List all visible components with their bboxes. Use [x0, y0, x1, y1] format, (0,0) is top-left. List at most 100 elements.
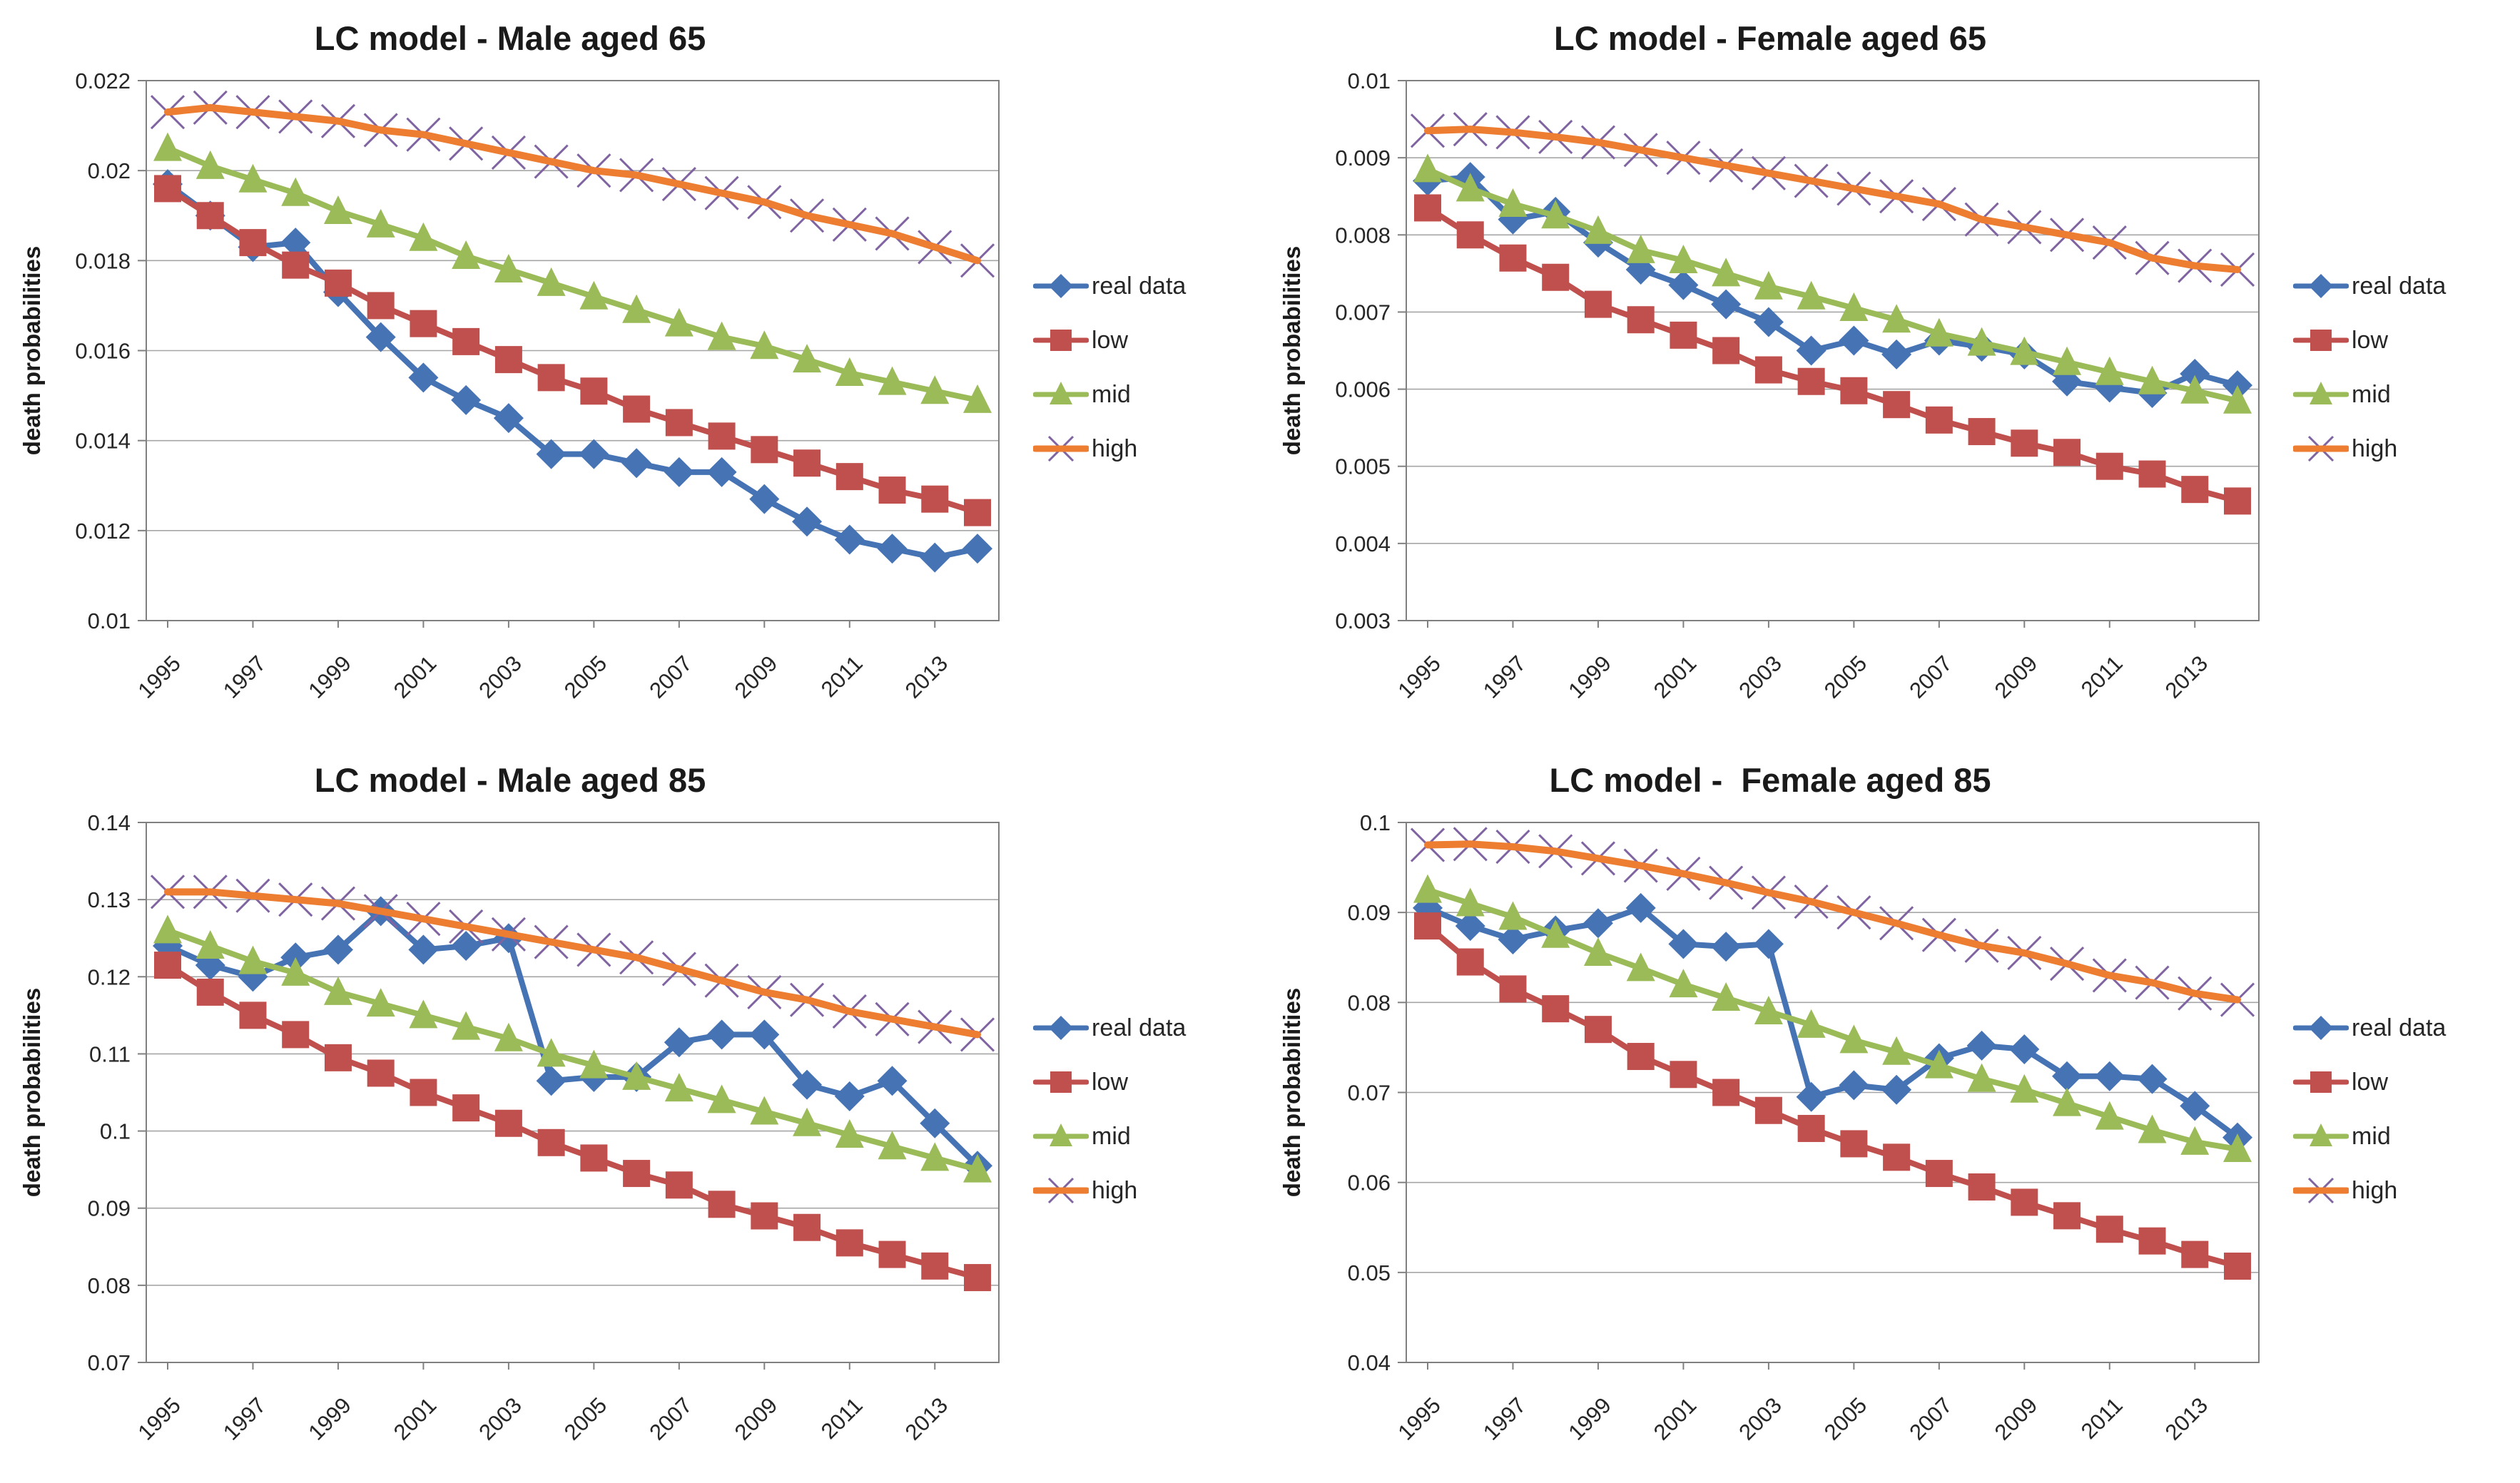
triangle-marker [494, 253, 523, 282]
square-marker [2095, 452, 2123, 480]
diamond-marker [1413, 892, 1443, 923]
y-tick-label: 0.01 [1348, 68, 1391, 93]
triangle-marker [920, 375, 950, 404]
x-tick-label: 2009 [1990, 1392, 2043, 1445]
y-tick-label: 0.1 [100, 1119, 131, 1144]
y-tick-label: 0.06 [1348, 1171, 1391, 1196]
x-tick-label: 1995 [133, 1392, 186, 1445]
diamond-marker [1753, 929, 1784, 959]
triangle-marker [1583, 937, 1612, 966]
x-tick-label: 2007 [644, 1392, 697, 1445]
triangle-marker [1797, 1009, 1826, 1038]
square-marker [1797, 367, 1825, 395]
square-marker [793, 449, 821, 477]
diamond-marker [1839, 325, 1869, 356]
diamond-marker [1711, 289, 1742, 320]
diamond-marker [2094, 1061, 2125, 1091]
triangle-marker [622, 294, 651, 323]
triangle-marker [1797, 280, 1826, 310]
triangle-marker [1924, 317, 1953, 347]
square-marker [1712, 1079, 1740, 1106]
diamond-marker [493, 403, 524, 434]
x-tick-label: 2013 [2160, 1392, 2213, 1445]
high-legend-marker-icon [2293, 435, 2349, 462]
square-marker [835, 1229, 863, 1257]
triangle-marker [2310, 382, 2332, 404]
chart-body: 0.04 0.05 0.06 0.07 0.08 0.09 0.1 1995 1997 1999 2… [1260, 805, 2520, 1483]
triangle-marker [2053, 1087, 2082, 1116]
square-marker [282, 251, 310, 279]
legend-item-mid: mid [1033, 1120, 1260, 1153]
triangle-marker [281, 177, 310, 206]
triangle-marker [750, 330, 779, 360]
x-tick-label: 1999 [1563, 651, 1616, 703]
triangle-marker [963, 384, 992, 413]
x-tick-label: 2003 [474, 651, 527, 703]
triangle-marker [409, 222, 438, 251]
triangle-marker [195, 930, 225, 959]
chart-body: 0.01 0.012 0.014 0.016 0.018 0.02 0.022 1995 199… [0, 63, 1260, 742]
y-axis-title: death probabilities [1279, 988, 1305, 1197]
diamond-marker [493, 923, 524, 954]
square-marker [665, 409, 693, 437]
diamond-marker [322, 934, 353, 965]
diamond-marker [877, 1066, 908, 1096]
legend-label: real data [1092, 1014, 1187, 1041]
chart-body: 0.07 0.08 0.09 0.1 0.11 0.12 0.13 0.14 1995 1997 1… [0, 805, 1260, 1483]
x-tick-label: 2011 [2076, 651, 2128, 702]
y-tick-label: 0.01 [88, 608, 131, 633]
triangle-marker [793, 344, 822, 373]
square-marker [1670, 1061, 1697, 1089]
y-tick-label: 0.009 [1335, 146, 1391, 170]
y-tick-label: 0.08 [1348, 990, 1391, 1015]
square-marker [1050, 1071, 1072, 1093]
triangle-marker [664, 307, 693, 337]
diamond-marker [365, 322, 396, 352]
plot-border [1406, 822, 2260, 1363]
series-low-markers [1414, 194, 2251, 515]
square-marker [1754, 356, 1782, 384]
low-legend-marker-icon [1033, 330, 1089, 351]
series-high-line [164, 103, 981, 265]
y-axis-title: death probabilities [19, 988, 45, 1197]
diamond-marker [920, 542, 950, 573]
chart-female-65: LC model - Female aged 65 0.003 0.004 0.00… [1260, 0, 2520, 742]
square-marker [324, 1044, 352, 1071]
y-tick-label: 0.08 [88, 1273, 131, 1298]
square-marker [282, 1021, 310, 1049]
x-tick-label: 2009 [730, 651, 783, 703]
y-tick-label: 0.004 [1335, 531, 1391, 556]
square-marker [1797, 1114, 1825, 1142]
square-marker [1627, 306, 1655, 334]
square-marker [1414, 194, 1441, 222]
x-tick-label: 1997 [1478, 651, 1531, 703]
diamond-marker [1796, 335, 1827, 366]
square-marker [665, 1171, 693, 1199]
diamond-marker [1625, 892, 1656, 923]
triangle-marker [2010, 336, 2039, 365]
diamond-marker [621, 448, 652, 479]
series-low-markers [154, 952, 991, 1292]
x-tick-label: 1997 [218, 1392, 271, 1445]
square-marker [324, 269, 352, 297]
square-marker [2011, 1188, 2038, 1216]
square-marker [1883, 391, 1911, 419]
y-tick-label: 0.04 [1348, 1350, 1391, 1375]
square-marker [2095, 1216, 2123, 1243]
y-tick-label: 0.006 [1335, 377, 1391, 402]
series-high-line [1424, 126, 2241, 273]
real-data-legend-marker-icon [1033, 1016, 1089, 1040]
square-marker [410, 310, 437, 337]
x-tick-label: 2007 [644, 651, 697, 703]
x-tick-label: 2011 [816, 651, 868, 702]
x-tick-label: 1999 [303, 651, 356, 703]
square-marker [835, 463, 863, 491]
diamond-marker [792, 1069, 823, 1100]
x-tick-label: 2001 [1649, 1392, 1702, 1445]
legend-item-low: low [2293, 324, 2520, 357]
legend: real data low mid high [2293, 270, 2520, 465]
triangle-marker [963, 1153, 992, 1183]
triangle-marker [2180, 1126, 2210, 1155]
y-tick-label: 0.014 [75, 429, 131, 454]
legend-item-low: low [2293, 1066, 2520, 1099]
